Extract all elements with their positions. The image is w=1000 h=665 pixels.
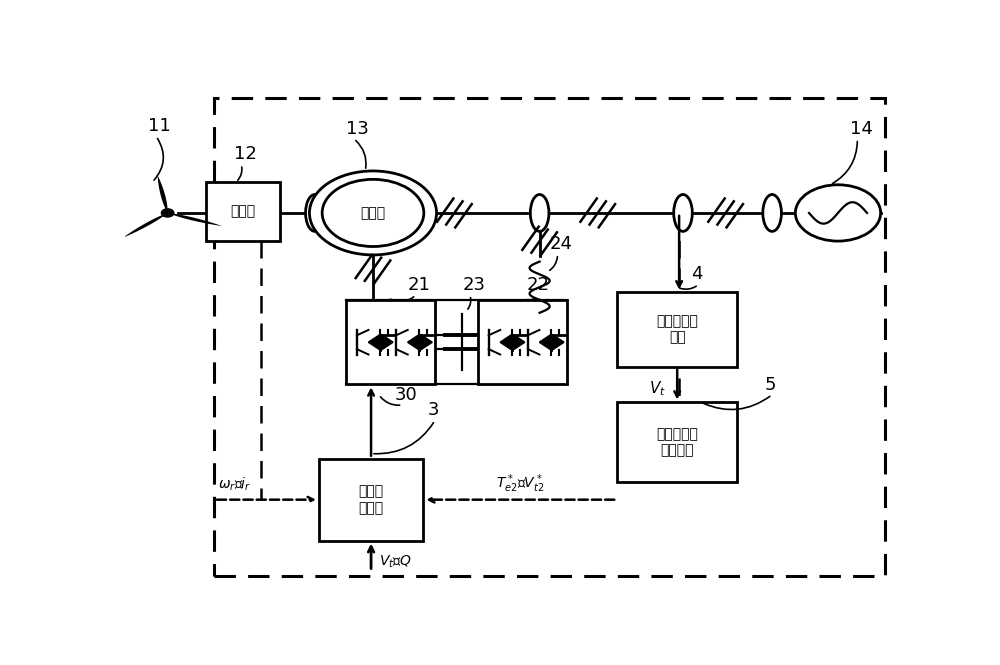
- Polygon shape: [168, 213, 222, 226]
- Bar: [478, 300, 567, 384]
- Text: 矢量信号采
集器: 矢量信号采 集器: [656, 315, 698, 344]
- Polygon shape: [513, 334, 525, 350]
- Bar: [206, 182, 280, 241]
- Circle shape: [795, 185, 881, 241]
- Text: 12: 12: [234, 145, 256, 163]
- Text: 矢量电力系
统稳定器: 矢量电力系 统稳定器: [656, 427, 698, 457]
- Text: 23: 23: [462, 276, 485, 294]
- Text: 发电机: 发电机: [360, 206, 386, 220]
- Ellipse shape: [306, 194, 324, 231]
- Polygon shape: [158, 175, 168, 213]
- Ellipse shape: [674, 194, 692, 231]
- Polygon shape: [369, 334, 380, 350]
- Polygon shape: [552, 334, 564, 350]
- Bar: [617, 293, 737, 366]
- Ellipse shape: [530, 194, 549, 231]
- Text: $V_t$: $V_t$: [649, 379, 666, 398]
- Text: 3: 3: [427, 401, 439, 419]
- Bar: [617, 402, 737, 481]
- Text: 转子侧
控制器: 转子侧 控制器: [358, 485, 384, 515]
- Text: $\omega_r$、$i_r$: $\omega_r$、$i_r$: [218, 475, 251, 493]
- Circle shape: [309, 171, 437, 255]
- Text: 24: 24: [550, 235, 573, 253]
- Polygon shape: [381, 334, 393, 350]
- Circle shape: [161, 209, 174, 217]
- Polygon shape: [500, 334, 512, 350]
- Bar: [319, 459, 423, 541]
- Bar: [214, 98, 885, 577]
- Polygon shape: [421, 334, 432, 350]
- Bar: [346, 300, 435, 384]
- Text: $T_{e2}^*$、$V_{t2}^*$: $T_{e2}^*$、$V_{t2}^*$: [496, 473, 544, 495]
- Ellipse shape: [763, 194, 781, 231]
- Text: 13: 13: [346, 120, 369, 138]
- Polygon shape: [539, 334, 551, 350]
- Text: 21: 21: [408, 276, 431, 294]
- Polygon shape: [123, 213, 168, 237]
- Polygon shape: [408, 334, 419, 350]
- Text: 5: 5: [764, 376, 776, 394]
- Text: 14: 14: [850, 120, 872, 138]
- Text: 齿轮箱: 齿轮箱: [231, 205, 256, 219]
- Text: 4: 4: [691, 265, 702, 283]
- Text: $V_t$、$Q$: $V_t$、$Q$: [379, 553, 412, 570]
- Text: 30: 30: [395, 386, 417, 404]
- Text: 11: 11: [148, 117, 171, 135]
- Text: 22: 22: [526, 276, 549, 294]
